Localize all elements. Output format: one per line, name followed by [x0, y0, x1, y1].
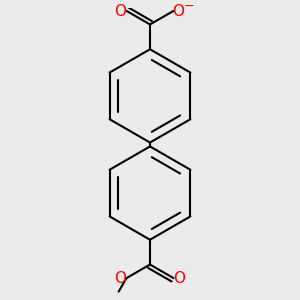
Text: O: O — [115, 4, 127, 19]
Text: −: − — [184, 0, 194, 13]
Text: O: O — [173, 271, 185, 286]
Text: O: O — [115, 271, 127, 286]
Text: O: O — [172, 4, 184, 19]
